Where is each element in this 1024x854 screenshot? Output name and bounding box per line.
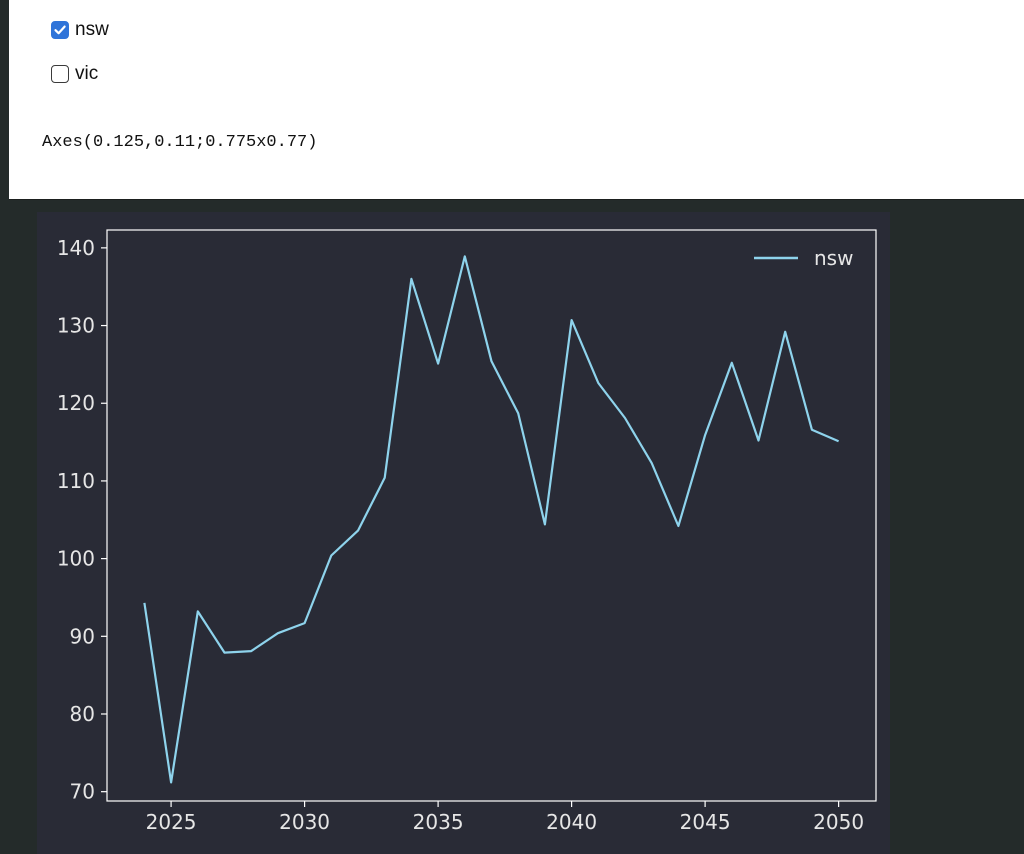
y-tick-label: 90 <box>70 624 95 648</box>
checkmark-icon <box>54 25 66 35</box>
y-tick-label: 120 <box>57 391 95 415</box>
nsw-checkbox-label[interactable]: nsw <box>75 19 109 40</box>
legend-label: nsw <box>814 246 853 270</box>
vic-checkbox[interactable] <box>51 65 69 83</box>
y-tick-label: 110 <box>57 469 95 493</box>
y-tick-label: 70 <box>70 780 95 804</box>
y-tick-label: 100 <box>57 547 95 571</box>
checkbox-row-vic[interactable]: vic <box>51 63 98 85</box>
series-line-nsw <box>143 255 840 784</box>
x-tick-label: 2040 <box>546 810 597 834</box>
nsw-checkbox[interactable] <box>51 21 69 39</box>
x-tick-label: 2030 <box>279 810 330 834</box>
y-tick-label: 140 <box>57 236 95 260</box>
y-tick-label: 80 <box>70 702 95 726</box>
x-tick-label: 2050 <box>813 810 864 834</box>
plot-area: 2025 2030 2035 2040 2045 2050 70 80 90 100 110 120 1… <box>57 229 877 834</box>
y-tick-label: 130 <box>57 314 95 338</box>
axes-frame <box>106 229 877 802</box>
line-chart: 2025 2030 2035 2040 2045 2050 70 80 90 100 110 120 1… <box>57 229 877 834</box>
x-tick-label: 2035 <box>413 810 464 834</box>
checkbox-row-nsw[interactable]: nsw <box>51 19 109 41</box>
x-tick-label: 2045 <box>680 810 731 834</box>
axes-repr-text: Axes(0.125,0.11;0.775x0.77) <box>42 133 318 152</box>
vic-checkbox-label[interactable]: vic <box>75 63 99 84</box>
chart-figure: 2025 2030 2035 2040 2045 2050 70 80 90 100 110 120 1… <box>37 212 890 854</box>
x-tick-label: 2025 <box>146 810 197 834</box>
widget-output-panel: nsw vic Axes(0.125,0.11;0.775x0.77) <box>9 0 1024 200</box>
